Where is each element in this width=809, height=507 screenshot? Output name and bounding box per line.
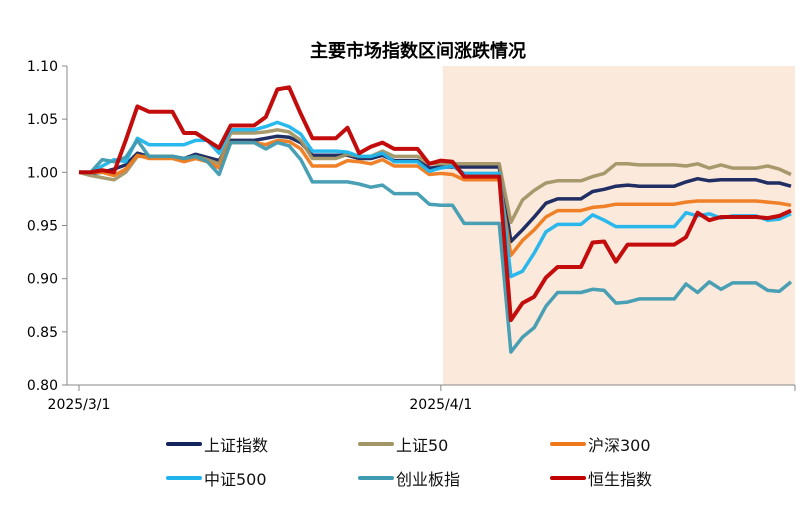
legend-swatch [550, 442, 586, 446]
legend-item: 上证指数 [166, 432, 268, 456]
y-tick-label: 0.95 [27, 219, 58, 235]
legend-label: 创业板指 [396, 470, 461, 489]
series-line-5 [79, 138, 793, 354]
y-tick-label: 0.80 [27, 378, 58, 394]
legend-label: 上证指数 [204, 436, 269, 455]
y-tick-label: 0.90 [27, 272, 58, 288]
y-tick-label: 0.85 [27, 325, 58, 341]
y-tick-label: 1.05 [27, 112, 58, 128]
legend-swatch [166, 442, 202, 446]
legend-item: 上证50 [358, 432, 448, 456]
legend-item: 沪深300 [550, 432, 651, 456]
chart-title: 主要市场指数区间涨跌情况 [310, 40, 526, 62]
legend-label: 上证50 [396, 436, 449, 455]
legend-item: 中证500 [166, 466, 267, 490]
legend-swatch [358, 476, 394, 480]
x-tick-label: 2025/4/1 [409, 397, 472, 413]
x-tick-label: 2025/3/1 [48, 397, 111, 413]
legend-swatch [550, 476, 586, 480]
legend-label: 恒生指数 [588, 470, 653, 489]
series-line-6 [79, 85, 792, 323]
y-tick-label: 1.10 [27, 59, 58, 75]
legend-swatch [358, 442, 394, 446]
series-line-4 [79, 120, 792, 279]
legend-item: 创业板指 [358, 466, 460, 490]
series-line-1 [78, 134, 792, 244]
legend-item: 恒生指数 [550, 466, 652, 490]
legend-swatch [166, 476, 202, 480]
legend-label: 中证500 [204, 470, 267, 489]
legend-label: 沪深300 [588, 436, 651, 455]
y-tick-label: 1.00 [27, 165, 58, 181]
